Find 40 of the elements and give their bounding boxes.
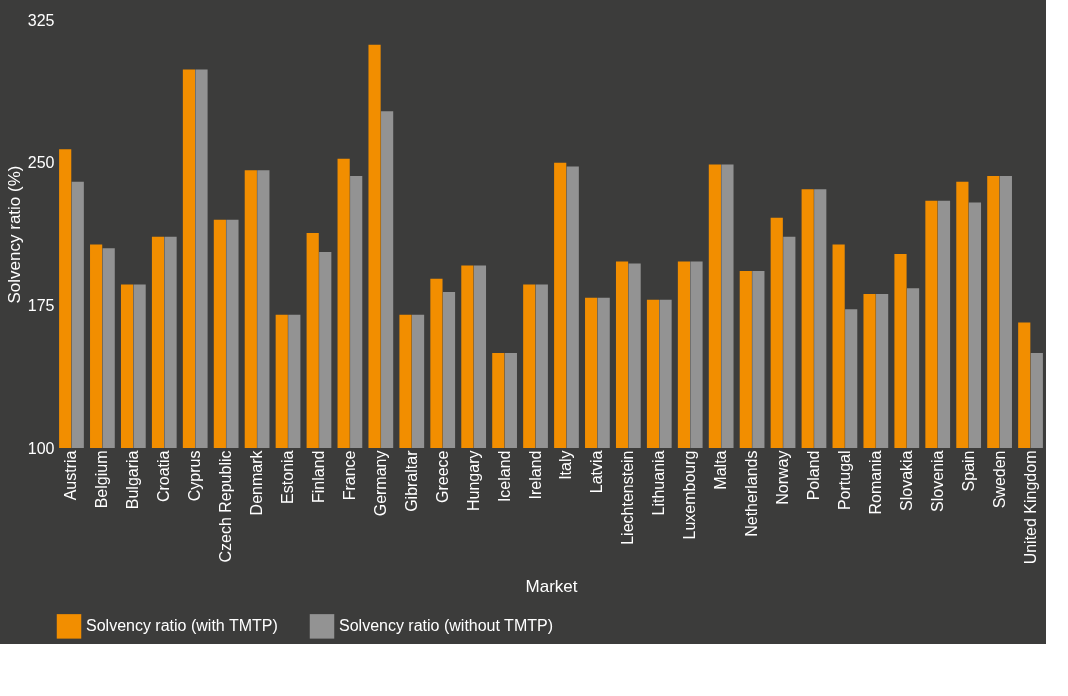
x-tick-label: Cyprus: [186, 450, 204, 502]
x-tick-label: Malta: [712, 450, 730, 490]
x-tick-label: Denmark: [248, 449, 266, 516]
x-tick-label: Finland: [309, 450, 327, 503]
x-tick-label: Lithuania: [650, 450, 668, 516]
x-tick-label: Romania: [866, 450, 884, 515]
x-tick-label: France: [340, 450, 358, 501]
x-tick-label: Latvia: [588, 450, 606, 494]
x-tick-label: Hungary: [464, 450, 482, 511]
x-tick-label: Norway: [774, 450, 792, 505]
x-tick-label: United Kingdom: [1021, 450, 1039, 565]
x-tick-label: Liechtenstein: [619, 450, 637, 545]
y-tick-label: 100: [27, 439, 55, 457]
x-tick-label: Ireland: [526, 450, 544, 500]
x-tick-label: Estonia: [279, 450, 297, 504]
x-tick-label: Bulgaria: [124, 450, 142, 510]
x-tick-label: Poland: [804, 450, 822, 501]
x-tick-label: Luxembourg: [681, 450, 699, 540]
legend-label: Solvency ratio (without TMTP): [339, 617, 553, 635]
legend-label: Solvency ratio (with TMTP): [86, 617, 278, 635]
x-axis-title: Market: [525, 577, 578, 597]
x-tick-label: Portugal: [835, 450, 853, 511]
x-tick-label: Czech Republic: [217, 450, 235, 563]
x-tick-label: Belgium: [93, 450, 111, 509]
x-tick-label: Slovenia: [928, 450, 946, 512]
x-tick-label: Netherlands: [743, 450, 761, 537]
x-tick-label: Iceland: [495, 450, 513, 503]
x-tick-label: Sweden: [990, 450, 1008, 509]
x-tick-label: Croatia: [155, 450, 173, 503]
x-tick-label: Gibraltar: [402, 449, 420, 512]
x-tick-label: Spain: [959, 450, 977, 492]
x-tick-label: Greece: [433, 450, 451, 503]
y-tick-label: 325: [27, 11, 55, 29]
x-tick-label: Germany: [371, 450, 389, 517]
y-tick-label: 175: [27, 296, 55, 314]
x-tick-label: Austria: [62, 450, 80, 501]
x-tick-label: Italy: [557, 450, 575, 480]
x-tick-label: Slovakia: [897, 450, 915, 511]
y-axis-title: Solvency ratio (%): [4, 165, 24, 304]
y-tick-label: 250: [27, 154, 55, 172]
